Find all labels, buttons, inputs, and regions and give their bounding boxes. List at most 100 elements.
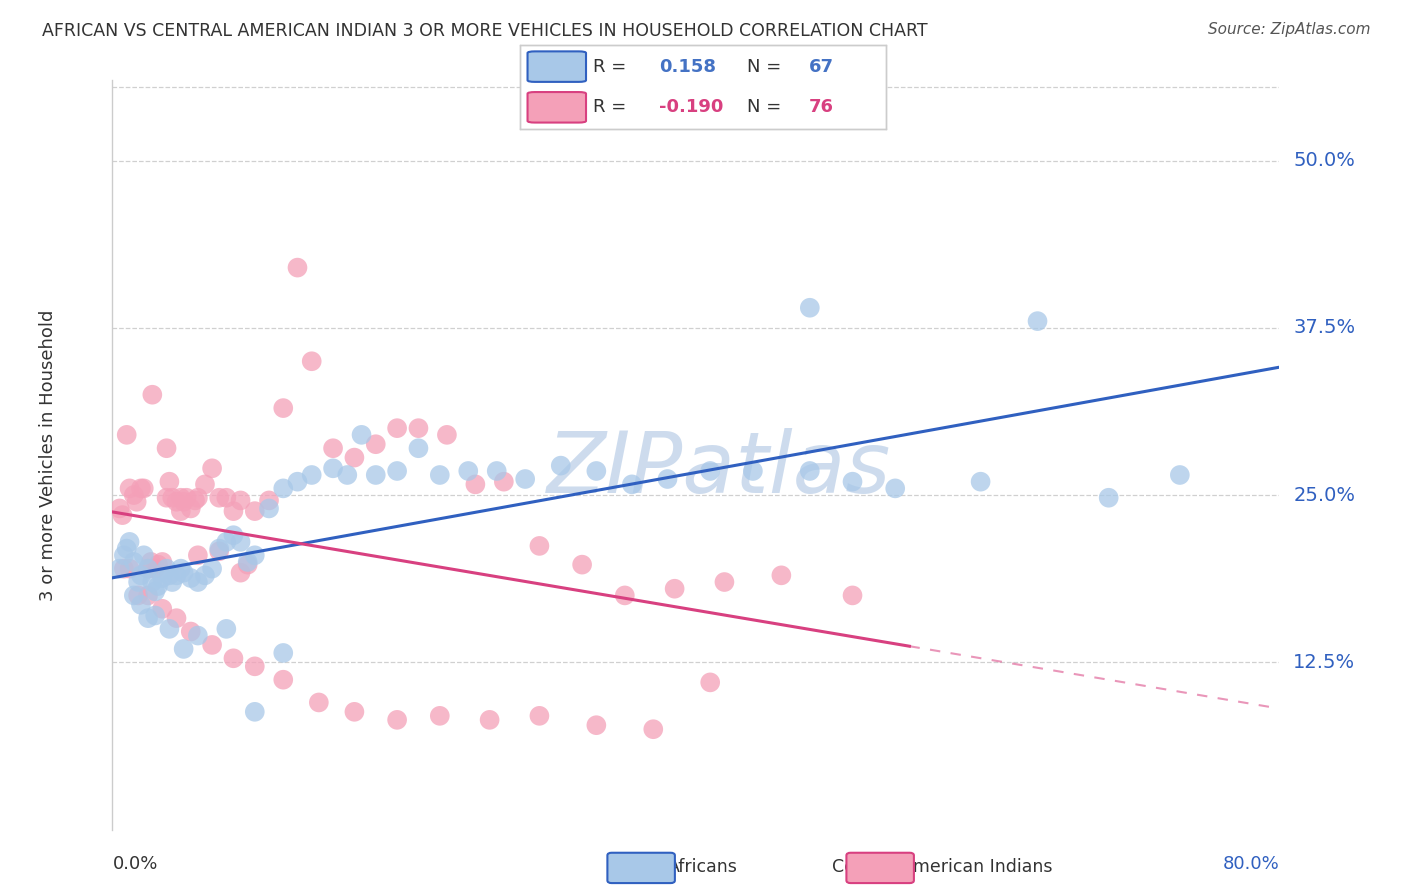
- Point: [841, 475, 863, 489]
- Point: [170, 504, 193, 518]
- Point: [464, 477, 486, 491]
- Point: [222, 651, 245, 665]
- Point: [122, 589, 145, 603]
- Point: [187, 575, 209, 590]
- Point: [176, 491, 198, 505]
- Text: 25.0%: 25.0%: [1294, 485, 1355, 505]
- Point: [150, 602, 173, 616]
- Point: [620, 477, 643, 491]
- Point: [1098, 491, 1121, 505]
- Point: [108, 562, 131, 576]
- Text: 0.158: 0.158: [659, 58, 716, 76]
- FancyBboxPatch shape: [527, 52, 586, 82]
- Point: [243, 504, 266, 518]
- Point: [173, 566, 195, 580]
- Point: [243, 659, 266, 673]
- Point: [529, 708, 551, 723]
- Point: [550, 458, 572, 473]
- Text: 0.0%: 0.0%: [112, 855, 157, 872]
- Text: Africans: Africans: [668, 858, 738, 876]
- Point: [141, 575, 163, 590]
- Point: [215, 622, 238, 636]
- Point: [208, 541, 231, 556]
- Point: [385, 421, 408, 435]
- Point: [132, 548, 155, 563]
- Point: [187, 629, 209, 643]
- Point: [129, 482, 152, 496]
- Point: [229, 535, 252, 549]
- Point: [287, 260, 309, 275]
- Point: [208, 491, 231, 505]
- Point: [173, 494, 195, 508]
- Point: [478, 713, 501, 727]
- Point: [166, 494, 188, 508]
- Point: [229, 566, 252, 580]
- Point: [143, 608, 166, 623]
- Point: [799, 301, 821, 315]
- Point: [194, 477, 217, 491]
- Point: [129, 568, 152, 582]
- Point: [122, 488, 145, 502]
- Point: [157, 475, 180, 489]
- Point: [166, 611, 188, 625]
- Text: 80.0%: 80.0%: [1223, 855, 1279, 872]
- Point: [271, 646, 294, 660]
- Point: [180, 501, 202, 516]
- Point: [118, 562, 141, 576]
- Text: R =: R =: [593, 98, 633, 116]
- Point: [166, 568, 188, 582]
- Point: [408, 421, 430, 435]
- Point: [180, 624, 202, 639]
- Text: N =: N =: [747, 58, 782, 76]
- Point: [713, 575, 735, 590]
- Point: [613, 589, 636, 603]
- Point: [664, 582, 686, 596]
- Point: [201, 638, 224, 652]
- Point: [457, 464, 479, 478]
- Point: [429, 468, 451, 483]
- Point: [141, 387, 163, 401]
- Point: [1168, 468, 1191, 483]
- Point: [343, 705, 366, 719]
- Point: [969, 475, 991, 489]
- Point: [125, 494, 148, 508]
- Text: 12.5%: 12.5%: [1294, 653, 1355, 672]
- Point: [155, 442, 177, 456]
- Point: [350, 428, 373, 442]
- Point: [699, 464, 721, 478]
- Point: [155, 562, 177, 576]
- Point: [222, 504, 245, 518]
- Point: [271, 401, 294, 416]
- Point: [127, 575, 149, 590]
- Point: [201, 562, 224, 576]
- Point: [127, 589, 149, 603]
- Point: [770, 568, 793, 582]
- Point: [385, 464, 408, 478]
- Point: [243, 705, 266, 719]
- Point: [187, 548, 209, 563]
- Point: [170, 491, 193, 505]
- Point: [301, 354, 323, 368]
- Text: 37.5%: 37.5%: [1294, 318, 1355, 337]
- Point: [201, 461, 224, 475]
- Text: 3 or more Vehicles in Household: 3 or more Vehicles in Household: [39, 310, 58, 600]
- FancyBboxPatch shape: [527, 92, 586, 122]
- Point: [150, 555, 173, 569]
- Point: [322, 461, 344, 475]
- Text: AFRICAN VS CENTRAL AMERICAN INDIAN 3 OR MORE VEHICLES IN HOUSEHOLD CORRELATION C: AFRICAN VS CENTRAL AMERICAN INDIAN 3 OR …: [42, 22, 928, 40]
- Point: [257, 501, 280, 516]
- Point: [229, 493, 252, 508]
- Point: [215, 535, 238, 549]
- Point: [529, 539, 551, 553]
- Point: [136, 611, 159, 625]
- Point: [118, 482, 141, 496]
- Text: -0.190: -0.190: [659, 98, 724, 116]
- Point: [155, 491, 177, 505]
- Point: [364, 468, 387, 483]
- Point: [129, 598, 152, 612]
- Point: [170, 562, 193, 576]
- Point: [287, 475, 309, 489]
- Text: 67: 67: [808, 58, 834, 76]
- Point: [485, 464, 508, 478]
- Text: ZIPatlas: ZIPatlas: [547, 428, 891, 511]
